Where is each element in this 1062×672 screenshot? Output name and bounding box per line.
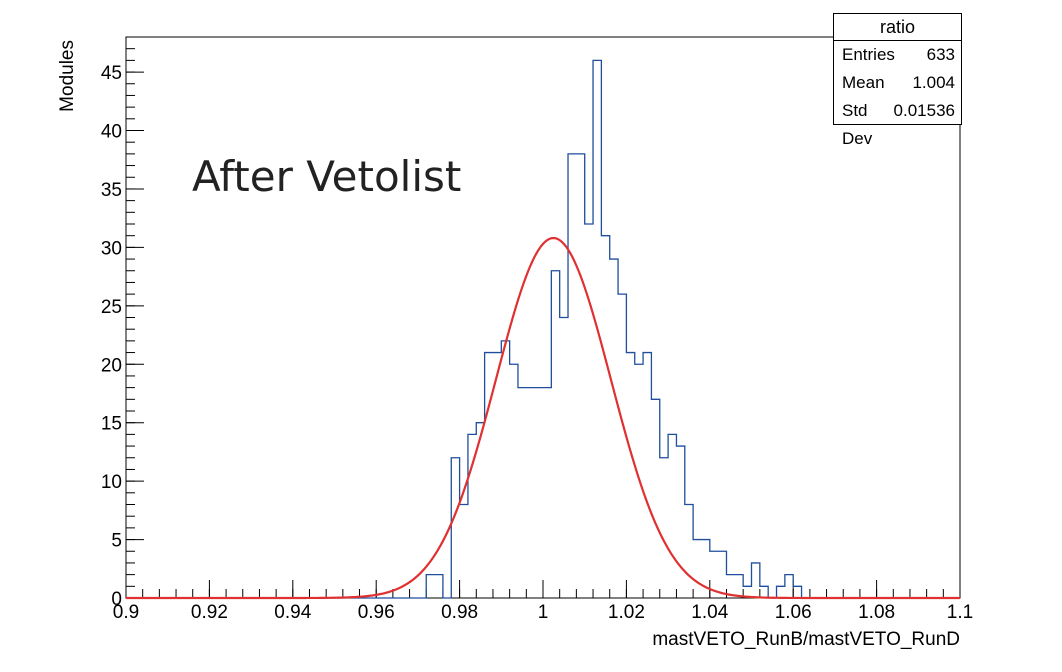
x-tick-label: 0.9 bbox=[113, 602, 139, 623]
axis-ticks bbox=[125, 36, 961, 599]
stats-value: 1.004 bbox=[912, 73, 955, 92]
y-tick-label: 35 bbox=[101, 180, 122, 201]
x-tick-label: 0.98 bbox=[441, 602, 478, 623]
y-tick-label: 30 bbox=[101, 238, 122, 259]
x-tick-label: 0.92 bbox=[191, 602, 228, 623]
y-axis-label: Modules bbox=[57, 40, 78, 112]
y-tick-label: 15 bbox=[101, 414, 122, 435]
y-tick-label: 45 bbox=[101, 63, 122, 84]
x-tick-label: 0.94 bbox=[274, 602, 311, 623]
stats-title: ratio bbox=[834, 14, 961, 41]
stats-label: Std Dev bbox=[842, 101, 873, 148]
stats-label: Mean bbox=[842, 73, 885, 92]
stats-row-entries: Entries 633 bbox=[834, 41, 961, 69]
annotation-text: After Vetolist bbox=[192, 152, 462, 201]
stats-row-mean: Mean 1.004 bbox=[834, 69, 961, 97]
x-tick-label: 1.04 bbox=[691, 602, 728, 623]
x-tick-label: 1.06 bbox=[775, 602, 812, 623]
stats-value: 0.01536 bbox=[893, 101, 955, 120]
stats-value: 633 bbox=[926, 45, 955, 64]
x-tick-label: 1.08 bbox=[858, 602, 895, 623]
x-axis-label: mastVETO_RunB/mastVETO_RunD bbox=[652, 629, 960, 650]
axis-tick-labels: 0.9 0.92 0.94 0.96 0.98 1 1.02 1.04 1.06 1.08 1.1 0… bbox=[101, 63, 973, 623]
x-tick-label: 1.02 bbox=[608, 602, 645, 623]
stats-label: Entries bbox=[842, 45, 895, 64]
stats-row-stddev: Std Dev 0.01536 bbox=[834, 97, 961, 148]
y-tick-label: 20 bbox=[101, 355, 122, 376]
stats-box: ratio Entries 633 Mean 1.004 Std Dev 0.0… bbox=[833, 13, 962, 148]
y-tick-label: 40 bbox=[101, 122, 122, 143]
y-tick-label: 25 bbox=[101, 297, 122, 318]
histogram-series bbox=[126, 59, 960, 599]
x-tick-label: 1.1 bbox=[947, 602, 973, 623]
x-tick-label: 1 bbox=[538, 602, 549, 623]
gaussian-fit-curve bbox=[126, 236, 960, 600]
y-tick-label: 0 bbox=[111, 589, 122, 610]
x-tick-label: 0.96 bbox=[358, 602, 395, 623]
y-tick-label: 10 bbox=[101, 472, 122, 493]
y-tick-label: 5 bbox=[111, 531, 122, 552]
